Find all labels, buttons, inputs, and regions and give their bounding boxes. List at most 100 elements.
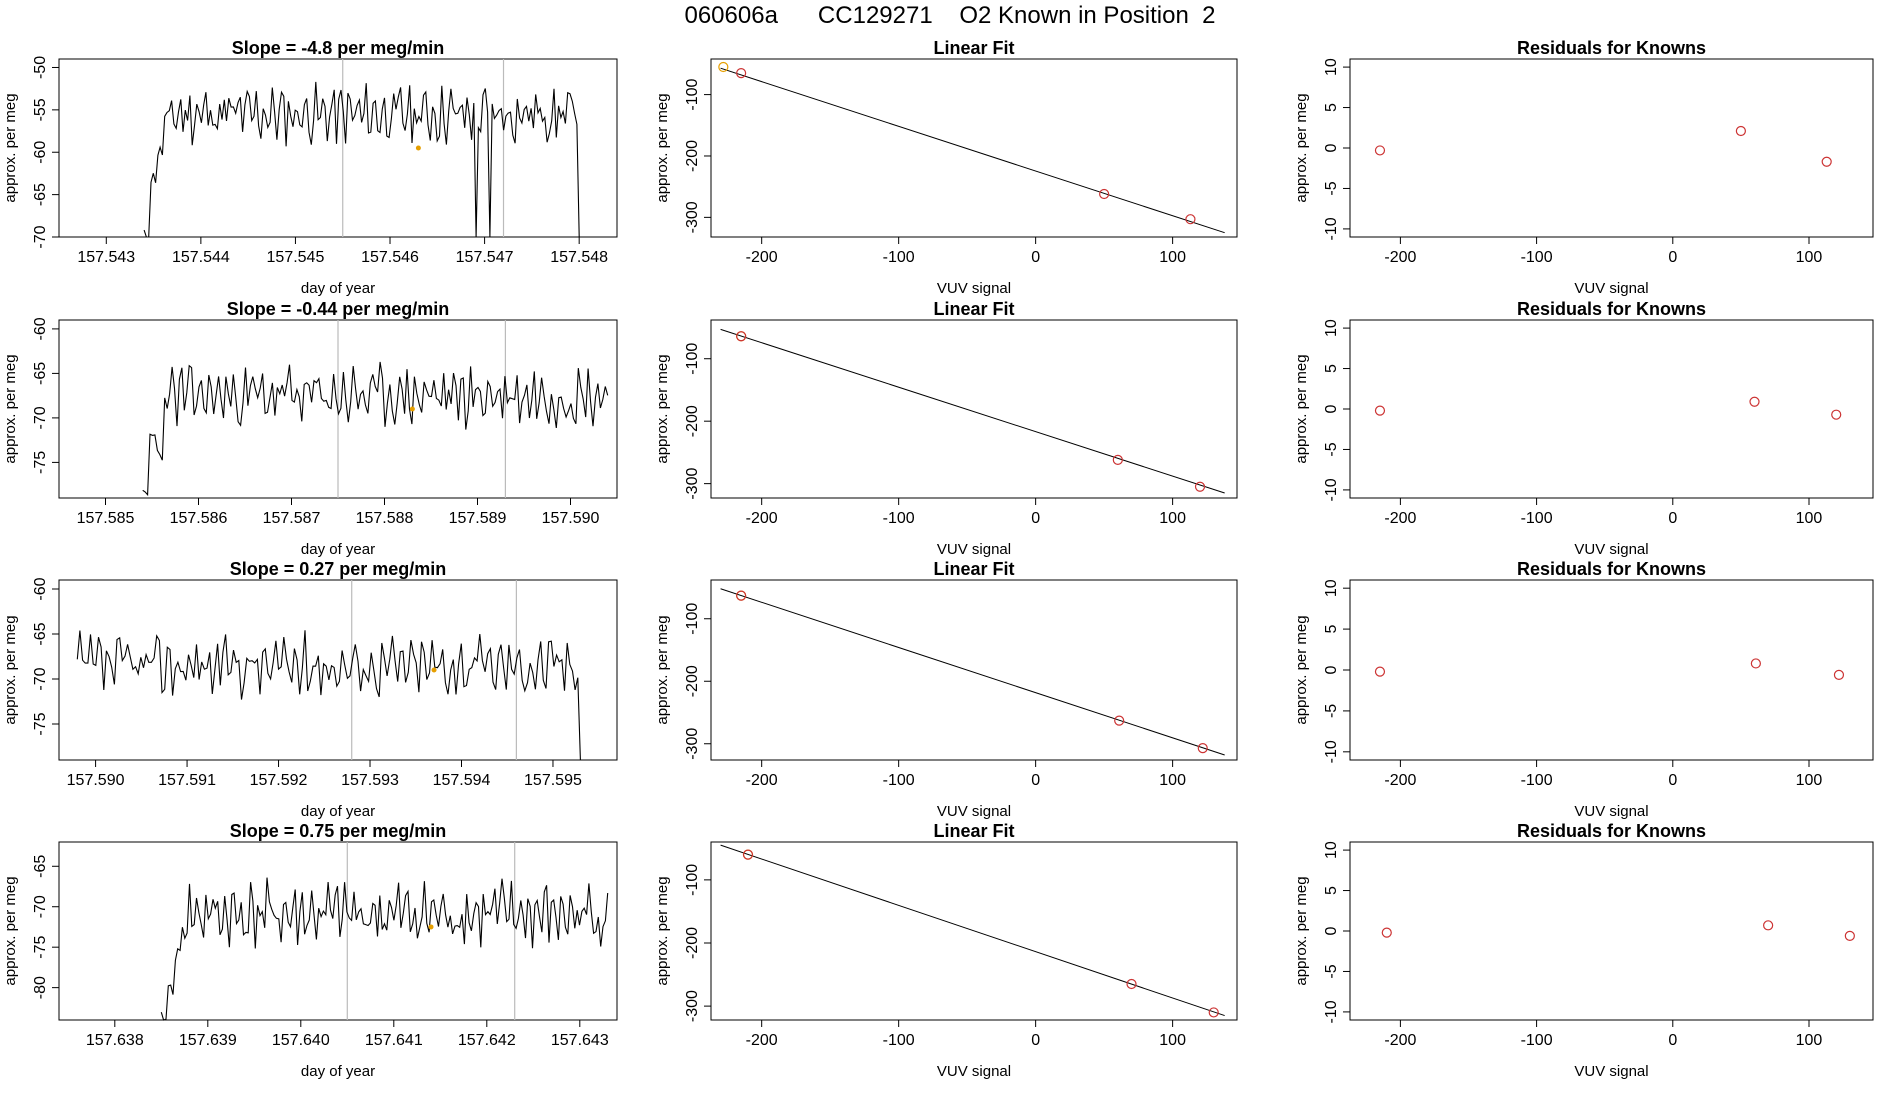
timeseries-3-xtick-label: 157.642 (458, 1032, 516, 1049)
residuals-3-xlabel: VUV signal (1574, 1063, 1648, 1080)
timeseries-0-xtick-label: 157.547 (456, 249, 514, 266)
linear_fit-0-frame (710, 58, 1238, 238)
residuals-1-xtick-label: -200 (1384, 510, 1416, 527)
linear_fit-0-point-1 (736, 68, 747, 79)
timeseries-3-xtick-label: 157.643 (551, 1032, 609, 1049)
residuals-1-ytick-label: 0 (1323, 404, 1340, 413)
linear_fit-2-frame (710, 579, 1238, 761)
linear_fit-2-fit-line (720, 588, 1225, 756)
timeseries-1-xlabel: day of year (301, 541, 375, 558)
linear_fit-2-point-3 (1197, 743, 1208, 754)
timeseries-3-xtick-label: 157.638 (86, 1032, 144, 1049)
residuals-2-ytick-label: 5 (1323, 625, 1340, 634)
residuals-2-point-0 (1374, 666, 1386, 677)
linear_fit-1-ytick-label: -200 (684, 405, 701, 437)
timeseries-1-known-marker (409, 406, 415, 412)
timeseries-0-known-marker (415, 145, 421, 151)
linear_fit-0-ytick-label: -300 (684, 201, 701, 233)
timeseries-1-xtick-label: 157.587 (263, 510, 321, 527)
linear_fit-3-xtick-label: -200 (746, 1032, 778, 1049)
timeseries-2-xlabel: day of year (301, 803, 375, 820)
linear_fit-0-ylabel: approx. per meg (654, 93, 671, 202)
timeseries-3-frame (58, 841, 618, 1021)
timeseries-2-ytick-label: -60 (32, 577, 49, 600)
residuals-2-xtick-label: 0 (1668, 772, 1677, 789)
residuals-2-ytick-label: 0 (1323, 665, 1340, 674)
residuals-1-point-2 (1831, 409, 1842, 420)
linear_fit-2-xtick-label: -200 (746, 772, 778, 789)
timeseries-2-ytick-label: -75 (32, 712, 49, 735)
linear_fit-3-fit-line (720, 844, 1225, 1017)
timeseries-2-xtick-label: 157.592 (250, 772, 308, 789)
timeseries-1-title: Slope = -0.44 per meg/min (227, 299, 450, 319)
residuals-1-xtick-label: 100 (1796, 510, 1823, 527)
residuals-3-ytick-label: -10 (1323, 1000, 1340, 1023)
linear_fit-0-xtick-label: -200 (746, 249, 778, 266)
residuals-3-title: Residuals for Knowns (1517, 821, 1706, 841)
timeseries-2-xtick-label: 157.594 (433, 772, 491, 789)
residuals-2-xlabel: VUV signal (1574, 803, 1648, 820)
linear_fit-0-point-3 (1185, 214, 1196, 225)
timeseries-3-ytick-label: -75 (32, 936, 49, 959)
linear_fit-2-ylabel: approx. per meg (654, 615, 671, 724)
timeseries-2-xtick-label: 157.593 (341, 772, 399, 789)
residuals-2-title: Residuals for Knowns (1517, 559, 1706, 579)
linear_fit-2-xtick-label: -100 (883, 772, 915, 789)
linear_fit-3-ytick-label: -200 (684, 927, 701, 959)
residuals-2-xtick-label: 100 (1796, 772, 1823, 789)
timeseries-3-xtick-label: 157.639 (179, 1032, 237, 1049)
timeseries-2-xtick-label: 157.590 (67, 772, 125, 789)
linear_fit-3-ytick-label: -300 (684, 990, 701, 1022)
timeseries-1-ytick-label: -60 (32, 317, 49, 340)
residuals-3-ylabel: approx. per meg (1293, 876, 1310, 985)
timeseries-2-series-line (76, 630, 581, 761)
linear_fit-1-xtick-label: 100 (1159, 510, 1186, 527)
timeseries-1-ytick-label: -65 (32, 362, 49, 385)
residuals-3-point-0 (1381, 927, 1392, 938)
timeseries-0-xtick-label: 157.546 (361, 249, 419, 266)
residuals-0-point-1 (1735, 125, 1746, 137)
timeseries-2-known-marker (431, 667, 437, 673)
residuals-0-xlabel: VUV signal (1574, 280, 1648, 297)
timeseries-0-frame (58, 58, 618, 238)
timeseries-0-xtick-label: 157.543 (77, 249, 135, 266)
timeseries-0-ytick-label: -65 (32, 183, 49, 206)
residuals-1-ytick-label: 10 (1323, 319, 1340, 337)
residuals-2-frame (1349, 579, 1874, 761)
linear_fit-1-point-3 (1194, 481, 1206, 492)
timeseries-2-ytick-label: -65 (32, 622, 49, 645)
linear_fit-3-xtick-label: 0 (1031, 1032, 1040, 1049)
residuals-2-point-2 (1833, 669, 1845, 681)
linear_fit-2-xlabel: VUV signal (937, 803, 1011, 820)
linear_fit-2-ytick-label: -200 (684, 665, 701, 697)
timeseries-1-series-line (142, 361, 609, 497)
timeseries-0-ytick-label: -70 (32, 225, 49, 248)
timeseries-2-xtick-label: 157.591 (158, 772, 216, 789)
timeseries-2-xtick-label: 157.595 (524, 772, 582, 789)
residuals-1-point-0 (1374, 405, 1386, 416)
residuals-2-ytick-label: -10 (1323, 740, 1340, 763)
linear_fit-1-xlabel: VUV signal (937, 541, 1011, 558)
linear_fit-3-frame (710, 841, 1238, 1021)
residuals-2-xtick-label: -100 (1521, 772, 1553, 789)
residuals-1-frame (1349, 319, 1874, 499)
linear_fit-1-title: Linear Fit (933, 299, 1014, 319)
timeseries-0-xtick-label: 157.544 (172, 249, 230, 266)
residuals-0-ytick-label: 0 (1323, 143, 1340, 152)
linear_fit-0-ytick-label: -200 (684, 140, 701, 172)
linear_fit-2-xtick-label: 0 (1031, 772, 1040, 789)
timeseries-2-ylabel: approx. per meg (2, 615, 19, 724)
linear_fit-3-xtick-label: -100 (883, 1032, 915, 1049)
residuals-2-xtick-label: -200 (1384, 772, 1416, 789)
timeseries-1-xtick-label: 157.585 (77, 510, 135, 527)
linear_fit-0-xtick-label: 0 (1031, 249, 1040, 266)
linear_fit-1-ylabel: approx. per meg (654, 354, 671, 463)
residuals-3-xtick-label: -100 (1521, 1032, 1553, 1049)
timeseries-0-xtick-label: 157.548 (550, 249, 608, 266)
residuals-0-title: Residuals for Knowns (1517, 38, 1706, 58)
timeseries-3-ylabel: approx. per meg (2, 876, 19, 985)
linear_fit-1-point-2 (1112, 454, 1123, 466)
timeseries-3-series-line (160, 877, 609, 1021)
linear_fit-2-xtick-label: 100 (1159, 772, 1186, 789)
